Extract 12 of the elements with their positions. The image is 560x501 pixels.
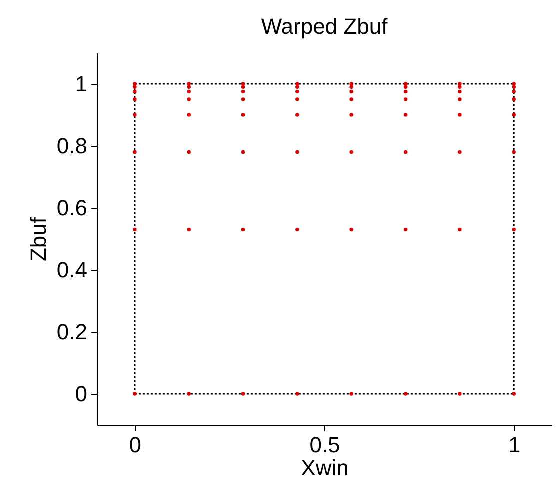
y-tick-label: 0.6	[56, 196, 88, 220]
x-tick-label: 1	[508, 432, 521, 458]
y-tick-label: 0.8	[56, 134, 88, 158]
y-tick-label: 0.4	[56, 258, 88, 282]
y-tick-label: 0.2	[56, 320, 88, 344]
y-axis-title: Zbuf	[26, 216, 51, 262]
y-tick-label: 0	[75, 382, 88, 406]
x-tick-label: 0.5	[310, 432, 340, 458]
y-tick-label: 1	[75, 72, 88, 96]
x-tick-label: 0	[129, 432, 142, 458]
x-axis-title: Xwin	[301, 456, 349, 480]
chart-title: Warped Zbuf	[261, 14, 389, 39]
